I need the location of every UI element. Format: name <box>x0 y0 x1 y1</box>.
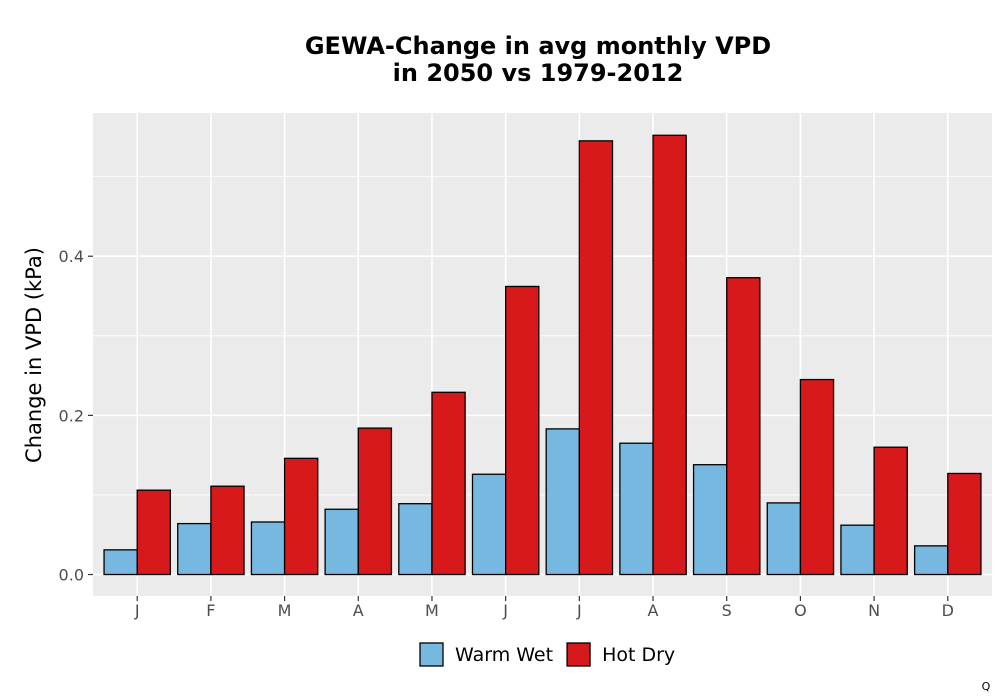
y-axis-title: Change in VPD (kPa) <box>22 247 46 463</box>
bar-warm-wet <box>840 524 875 576</box>
bar-warm-wet <box>398 503 433 576</box>
x-tick-label: F <box>206 601 215 620</box>
bar-warm-wet <box>545 428 580 576</box>
x-tick-label: N <box>868 601 880 620</box>
x-tick-label: M <box>425 601 439 620</box>
legend-key-warm-wet <box>419 642 444 667</box>
bar-hot-dry <box>726 277 761 576</box>
x-tick-label: J <box>502 601 508 620</box>
bar-hot-dry <box>652 134 687 576</box>
x-tick-label: J <box>576 601 582 620</box>
y-axis: 0.0 0.2 0.4 <box>59 247 93 585</box>
bar-hot-dry <box>947 472 982 576</box>
x-tick-label: M <box>278 601 292 620</box>
bar-warm-wet <box>913 545 949 576</box>
bar-warm-wet <box>250 521 286 576</box>
y-tick-label: 0.2 <box>59 406 84 425</box>
legend: Warm Wet Hot Dry <box>419 642 675 667</box>
bar-hot-dry <box>283 457 319 576</box>
chart-title-line2: in 2050 vs 1979-2012 <box>393 59 684 87</box>
x-tick-label: S <box>722 601 732 620</box>
chart-title-line1: GEWA-Change in avg monthly VPD <box>305 32 771 60</box>
bar-warm-wet <box>766 502 802 576</box>
y-tick-label: 0.0 <box>59 566 84 585</box>
bar-hot-dry <box>505 285 540 576</box>
bar-warm-wet <box>324 508 359 576</box>
bar-warm-wet <box>692 464 728 576</box>
bar-hot-dry <box>136 489 172 576</box>
legend-label: Warm Wet <box>455 644 553 666</box>
bar-hot-dry <box>210 485 245 576</box>
corner-note: Q <box>982 680 991 693</box>
bars <box>103 134 982 576</box>
legend-label: Hot Dry <box>602 644 675 666</box>
bar-warm-wet <box>471 473 507 576</box>
bar-warm-wet <box>619 442 654 576</box>
x-tick-label: A <box>648 601 659 620</box>
bar-hot-dry <box>431 391 466 576</box>
bar-hot-dry <box>873 446 908 576</box>
x-tick-label: D <box>942 601 954 620</box>
x-tick-label: A <box>353 601 364 620</box>
bar-warm-wet <box>103 549 138 576</box>
x-tick-label: O <box>794 601 807 620</box>
y-tick-label: 0.4 <box>59 247 84 266</box>
bar-hot-dry <box>357 427 393 576</box>
bar-warm-wet <box>177 522 212 576</box>
bar-hot-dry <box>578 140 614 576</box>
x-tick-label: J <box>134 601 140 620</box>
bar-hot-dry <box>799 378 835 576</box>
legend-key-hot-dry <box>566 642 591 667</box>
